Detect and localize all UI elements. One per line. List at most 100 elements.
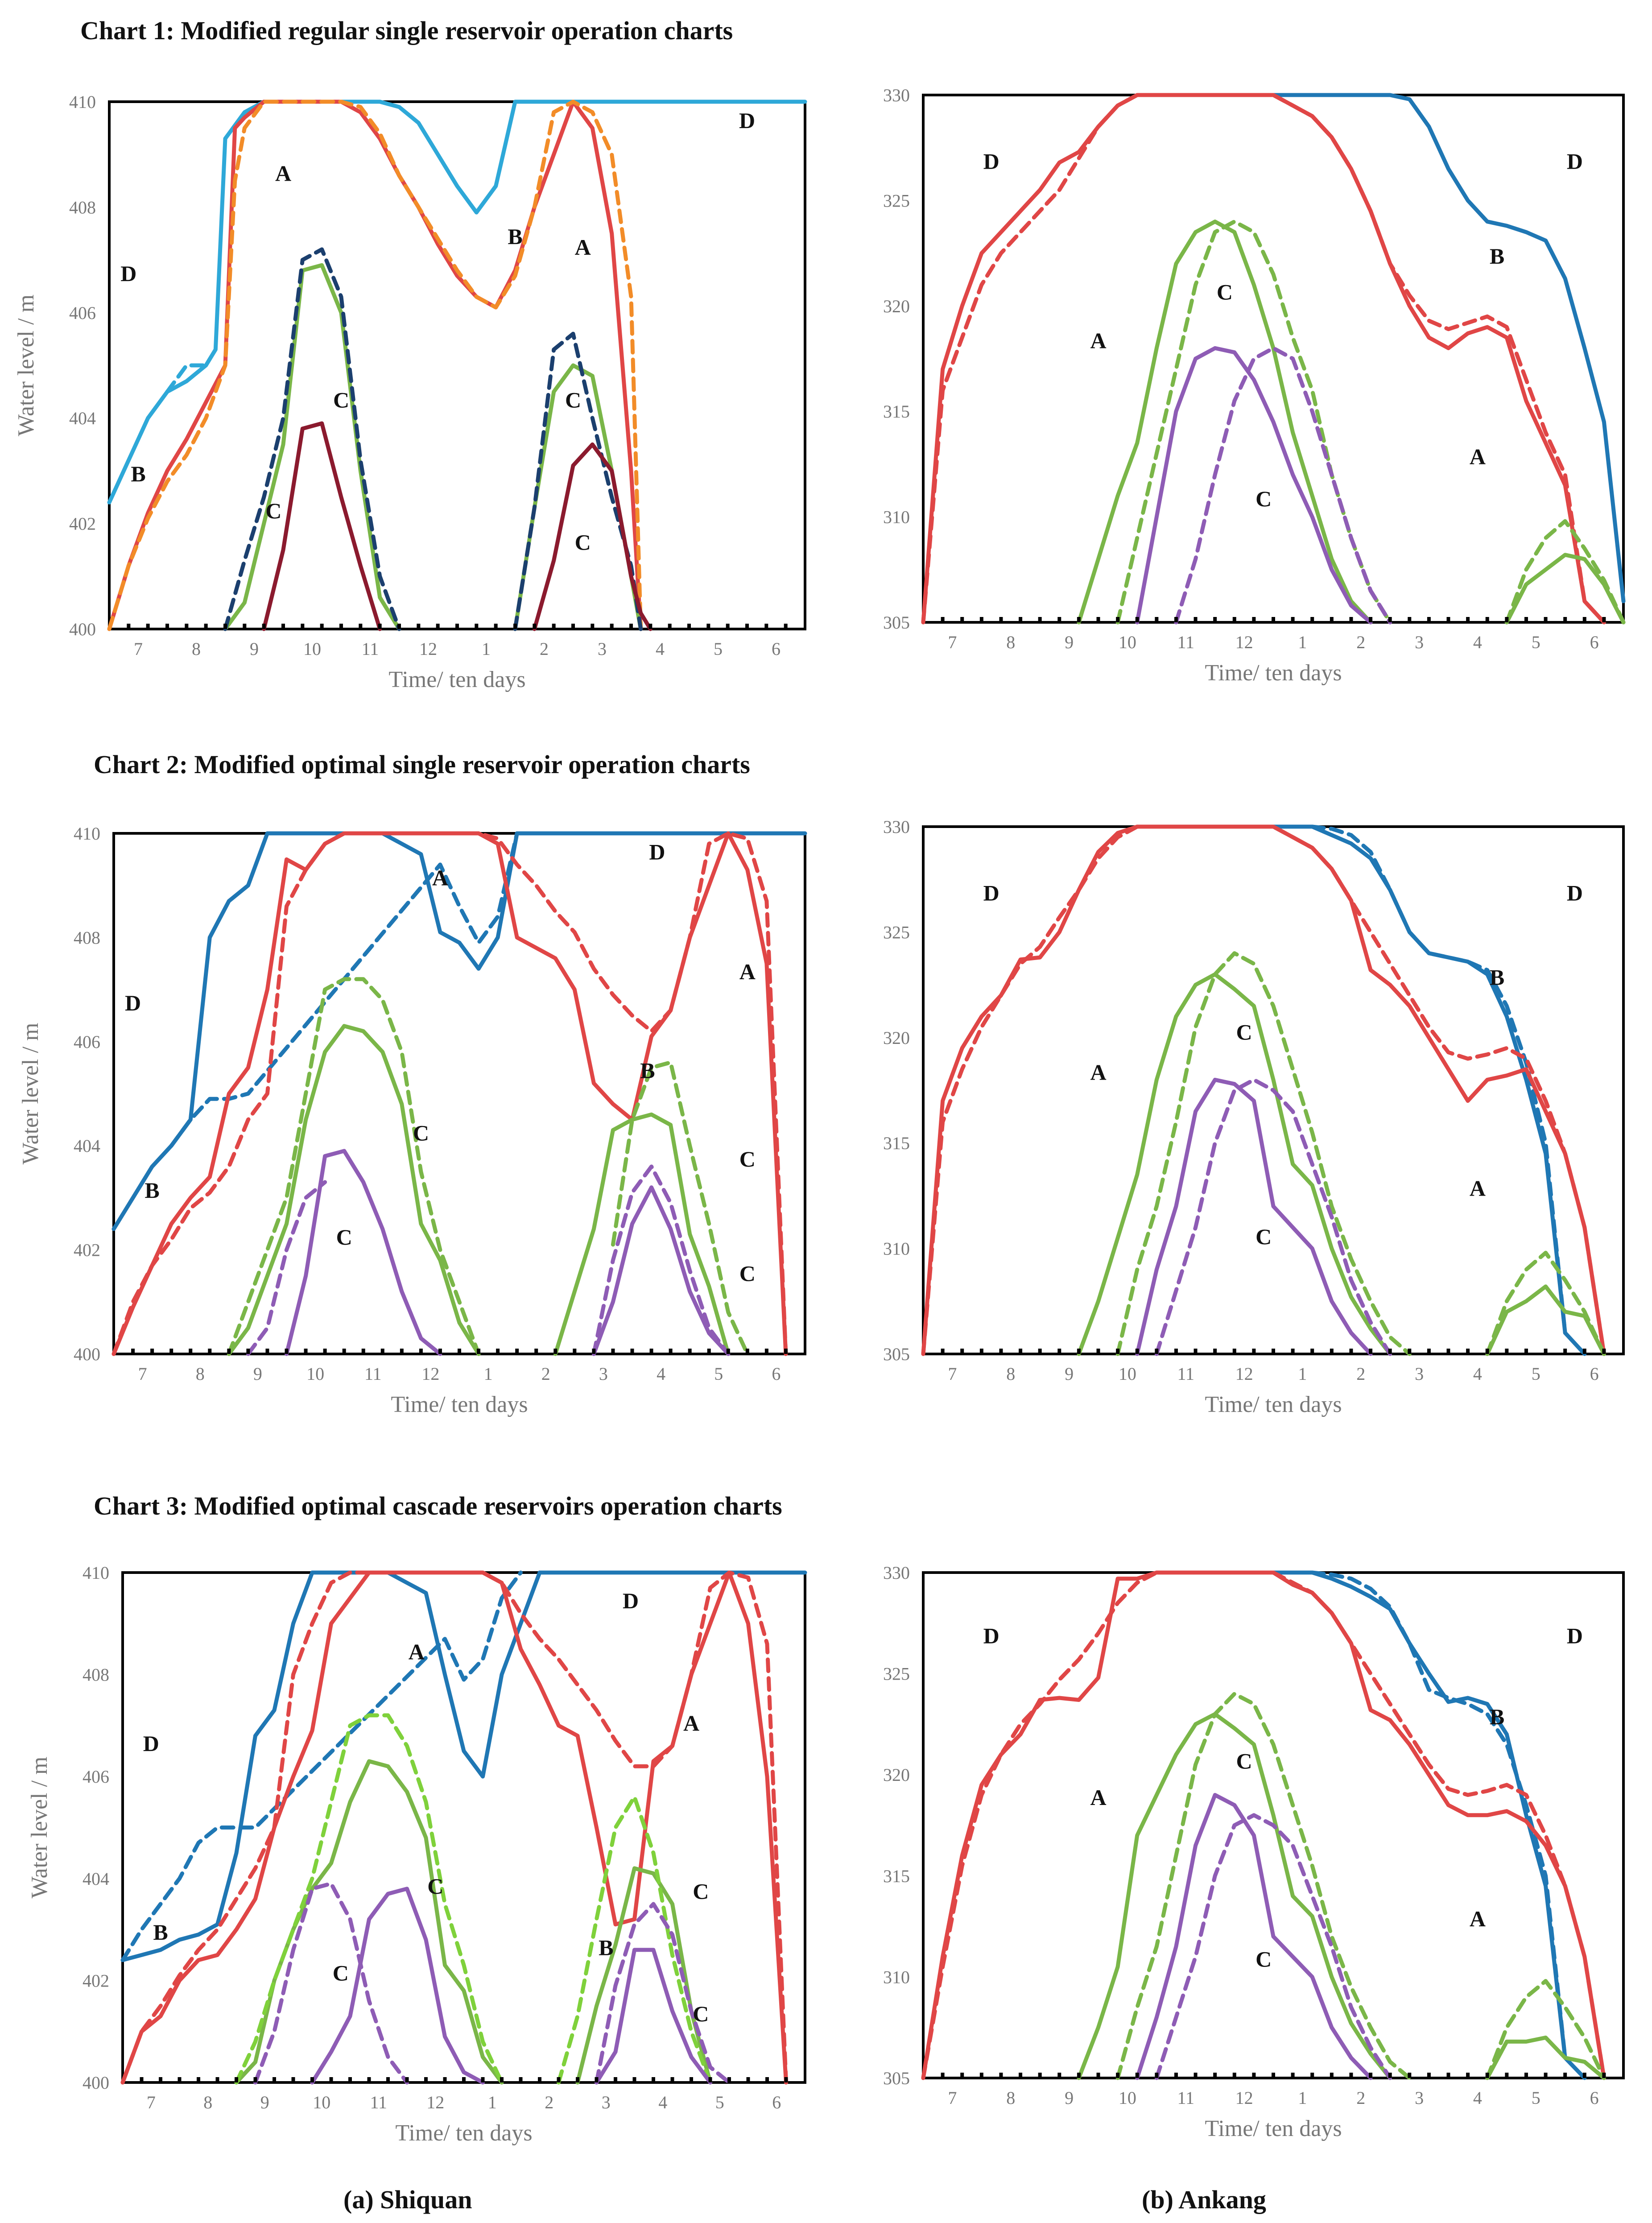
x-tick-label: 3 [1415, 1364, 1424, 1384]
series-line-1 [112, 831, 807, 1231]
series-line-8 [1154, 1077, 1392, 1356]
x-minor-tick [1524, 2073, 1528, 2078]
x-tick-label: 5 [714, 639, 723, 659]
series-line-3 [921, 1570, 1606, 2080]
region-label-a: A [1470, 1176, 1486, 1201]
y-tick-label: 305 [883, 613, 910, 633]
series-line-4 [112, 831, 788, 1356]
x-tick-label: 4 [1473, 1364, 1482, 1384]
x-minor-tick [765, 2077, 769, 2082]
x-tick-label: 12 [426, 2092, 444, 2112]
x-tick-label: 9 [1065, 2088, 1074, 2108]
x-axis-title: Time/ ten days [391, 1392, 528, 1417]
x-minor-tick [708, 2077, 712, 2082]
x-minor-tick [329, 2077, 333, 2082]
x-tick-label: 7 [948, 632, 957, 652]
x-minor-tick [690, 2077, 693, 2082]
x-minor-tick [1213, 2073, 1217, 2078]
x-tick-label: 5 [715, 2092, 724, 2112]
x-minor-tick [610, 624, 614, 629]
y-tick-label: 408 [83, 1665, 109, 1685]
x-minor-tick [496, 1349, 500, 1354]
region-label-b: B [1490, 1704, 1504, 1729]
x-minor-tick [339, 624, 343, 629]
y-tick-label: 305 [883, 2068, 910, 2088]
x-tick-label: 6 [772, 2092, 781, 2112]
x-minor-tick [1602, 2073, 1606, 2078]
series-line-11 [595, 1948, 712, 2085]
x-minor-tick [727, 2077, 731, 2082]
x-tick-label: 2 [1356, 2088, 1365, 2108]
x-minor-tick [941, 1349, 945, 1354]
region-label-a: A [1090, 1785, 1106, 1810]
series-line-2 [1310, 1570, 1567, 2060]
x-axis-title: Time/ ten days [1205, 660, 1342, 686]
x-minor-tick [1291, 1349, 1295, 1354]
region-label-b: B [131, 461, 145, 486]
region-label-c: C [1217, 280, 1233, 305]
x-minor-tick [243, 624, 247, 629]
series-line-10 [1485, 1250, 1606, 1356]
x-minor-tick [999, 2073, 1003, 2078]
x-minor-tick [235, 2077, 238, 2082]
x-tick-label: 1 [484, 1364, 493, 1384]
x-tick-label: 10 [303, 639, 321, 659]
x-tick-label: 7 [134, 639, 143, 659]
series-line-2 [1310, 824, 1567, 1335]
x-minor-tick [1252, 617, 1256, 622]
region-label-c: C [1256, 1947, 1272, 1972]
series-line-6 [1135, 346, 1373, 625]
x-minor-tick [359, 624, 363, 629]
series-line-10 [532, 442, 653, 631]
y-tick-label: 410 [69, 92, 96, 112]
x-tick-label: 11 [364, 1364, 382, 1384]
x-minor-tick [576, 2077, 579, 2082]
x-tick-label: 4 [657, 1364, 665, 1384]
series-line-5 [223, 263, 401, 631]
x-minor-tick [726, 624, 730, 629]
x-minor-tick [165, 624, 169, 629]
x-minor-tick [1155, 617, 1159, 622]
x-minor-tick [223, 624, 227, 629]
x-minor-tick [405, 2077, 409, 2082]
series-line-12 [595, 1902, 731, 2085]
x-minor-tick [1466, 2073, 1470, 2078]
x-tick-label: 2 [541, 1364, 550, 1384]
x-minor-tick [979, 2073, 983, 2078]
x-tick-label: 12 [1235, 632, 1253, 652]
region-label-b: B [153, 1920, 168, 1945]
x-minor-tick [784, 1349, 788, 1354]
x-minor-tick [438, 1349, 442, 1354]
x-minor-tick [1427, 1349, 1431, 1354]
x-tick-label: 3 [1415, 2088, 1424, 2108]
x-minor-tick [185, 624, 189, 629]
x-minor-tick [1135, 2073, 1139, 2078]
x-minor-tick [348, 2077, 352, 2082]
x-tick-label: 11 [370, 2092, 387, 2112]
x-minor-tick [764, 1349, 768, 1354]
x-minor-tick [367, 2077, 371, 2082]
x-minor-tick [745, 1349, 749, 1354]
region-label-d: D [739, 108, 755, 133]
x-tick-label: 12 [419, 639, 437, 659]
x-minor-tick [1388, 1349, 1392, 1354]
x-minor-tick [281, 624, 285, 629]
x-minor-tick [1096, 2073, 1100, 2078]
series-line-4 [107, 99, 643, 631]
region-label-b: B [1490, 965, 1504, 990]
y-tick-label: 400 [69, 619, 96, 639]
x-minor-tick [458, 1349, 461, 1354]
x-minor-tick [1194, 617, 1198, 622]
y-tick-label: 310 [883, 1239, 910, 1259]
x-minor-tick [1408, 617, 1412, 622]
x-minor-tick [1232, 2073, 1236, 2078]
x-minor-tick [127, 624, 131, 629]
x-tick-label: 8 [1006, 632, 1015, 652]
x-minor-tick [557, 2077, 561, 2082]
y-tick-label: 406 [74, 1032, 100, 1052]
series-line-9 [1504, 519, 1626, 625]
x-minor-tick [669, 1349, 673, 1354]
x-minor-tick [1544, 2073, 1548, 2078]
region-label-d: D [983, 880, 999, 905]
